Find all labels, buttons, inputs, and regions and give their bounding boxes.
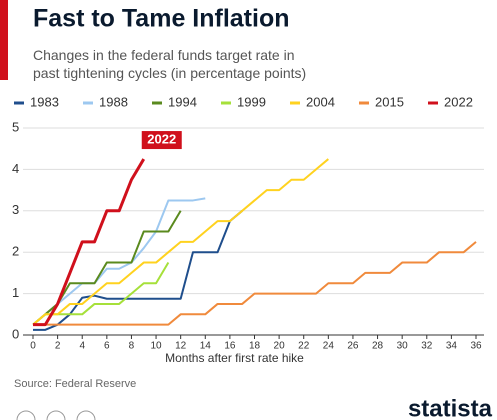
line xyxy=(32,197,206,326)
legend-label: 1999 xyxy=(237,94,266,109)
legend-label: 1994 xyxy=(168,94,197,109)
y-tick-label: 1 xyxy=(12,285,19,300)
legend-label: 1988 xyxy=(99,94,128,109)
line xyxy=(33,158,146,327)
x-tick-label: 10 xyxy=(150,341,162,352)
line xyxy=(33,210,243,331)
line xyxy=(32,158,329,326)
annotation: 2022 xyxy=(147,131,176,146)
annotation-box xyxy=(141,131,182,150)
legend-label: 2022 xyxy=(444,94,473,109)
source: Source: Federal Reserve xyxy=(14,378,136,390)
x-tick-label: 30 xyxy=(397,341,409,352)
line xyxy=(33,241,477,326)
x-tick-label: 32 xyxy=(421,341,433,352)
x-tick-label: 24 xyxy=(323,341,335,352)
x-tick-label: 26 xyxy=(347,341,359,352)
x-tick-label: 14 xyxy=(200,341,212,352)
y-tick-label: 3 xyxy=(12,202,19,217)
x-tick-label: 20 xyxy=(274,341,286,352)
x-axis-label: Months after first rate hike xyxy=(165,351,304,365)
legend-label: 1983 xyxy=(30,94,59,109)
x-tick-label: 8 xyxy=(129,341,135,352)
x-tick-label: 22 xyxy=(298,341,310,352)
x-tick-label: 12 xyxy=(175,341,187,352)
x-tick-label: 6 xyxy=(104,341,110,352)
y-tick-label: 4 xyxy=(12,161,19,176)
icon xyxy=(76,410,96,420)
subtitle: Changes in the federal funds target rate… xyxy=(33,47,306,81)
y-tick-label: 5 xyxy=(12,119,19,134)
legend-label: 2004 xyxy=(306,94,335,109)
x-tick-label: 36 xyxy=(470,341,482,352)
icon xyxy=(46,410,66,420)
icon xyxy=(16,410,36,420)
legend-label: 2015 xyxy=(375,94,404,109)
x-tick-label: 4 xyxy=(79,341,85,352)
x-tick-label: 0 xyxy=(30,341,36,352)
x-tick-label: 34 xyxy=(446,341,458,352)
accent-bar xyxy=(0,0,8,80)
x-tick-label: 2 xyxy=(55,341,61,352)
brand: statista xyxy=(408,395,493,420)
y-tick-label: 2 xyxy=(12,244,19,259)
x-tick-label: 28 xyxy=(372,341,384,352)
chart-title: Fast to Tame Inflation xyxy=(33,5,290,33)
x-tick-label: 16 xyxy=(224,341,236,352)
y-tick-label: 0 xyxy=(12,326,19,341)
x-tick-label: 18 xyxy=(249,341,261,352)
